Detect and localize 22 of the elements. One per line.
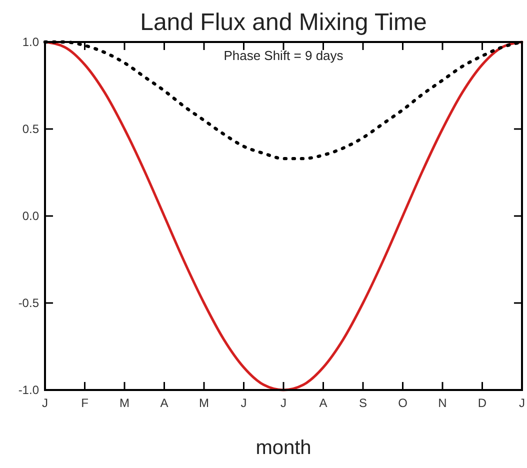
x-tick-label: J — [519, 396, 525, 410]
y-tick-label: 1.0 — [22, 35, 40, 49]
y-tick-label: -1.0 — [18, 383, 40, 397]
x-tick-label: D — [478, 396, 487, 410]
y-tick-label: 0.0 — [22, 209, 40, 223]
x-tick-label: S — [358, 396, 368, 410]
x-axis-title: month — [256, 437, 312, 459]
x-tick-label: J — [42, 396, 48, 410]
x-tick-label: M — [120, 396, 130, 410]
line-series — [44, 40, 524, 392]
x-tick-label: M — [199, 396, 209, 410]
x-tick-label: O — [398, 396, 408, 410]
x-tick-label: N — [438, 396, 447, 410]
x-tick-label: J — [280, 396, 286, 410]
x-tick-label: A — [160, 396, 168, 410]
x-tick-label: A — [319, 396, 328, 410]
y-tick-label: 0.5 — [22, 122, 40, 136]
chart-title: Land Flux and Mixing Time — [140, 9, 427, 36]
x-tick-label: J — [240, 396, 247, 410]
x-tick-label: F — [81, 396, 88, 410]
y-tick-label: -0.5 — [18, 296, 40, 310]
annotation: Phase Shift = 9 days — [224, 48, 344, 63]
